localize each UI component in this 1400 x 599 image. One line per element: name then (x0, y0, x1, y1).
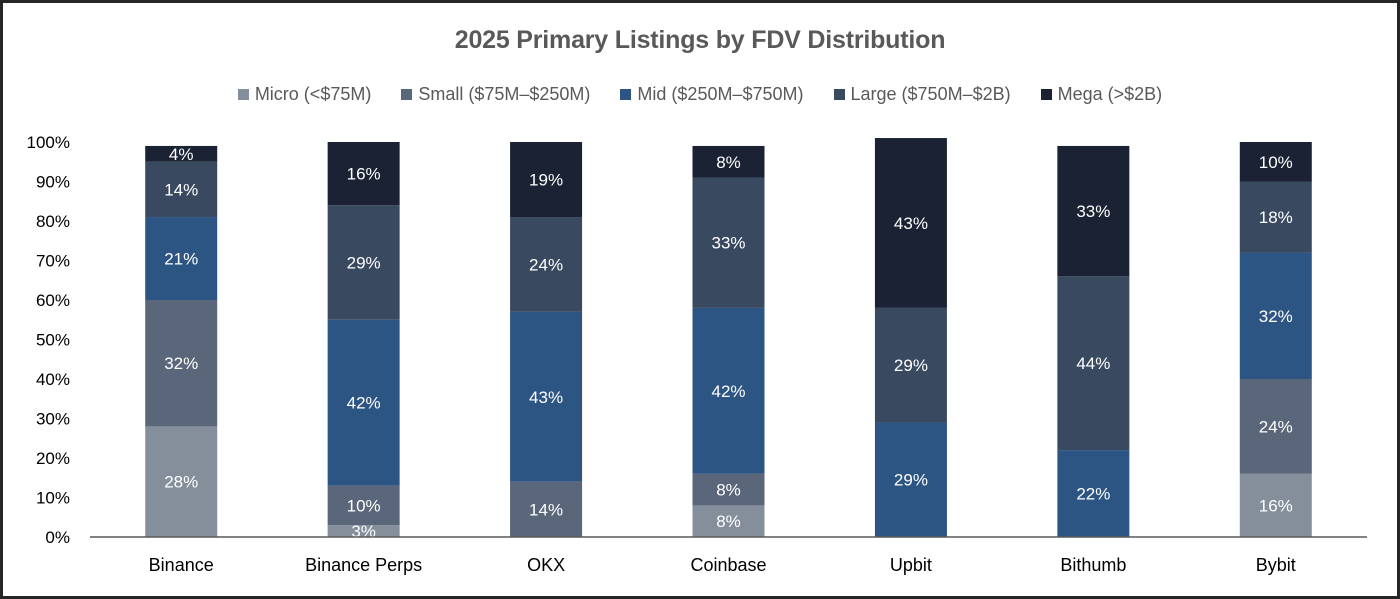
bar-segment (1239, 473, 1312, 537)
legend-swatch-mega (1040, 89, 1052, 100)
data-label: 44% (1076, 354, 1110, 373)
data-label: 42% (711, 382, 745, 401)
data-label: 16% (347, 165, 381, 184)
data-label: 32% (164, 354, 198, 373)
x-tick-label: Bithumb (1060, 555, 1126, 575)
data-label: 24% (529, 255, 563, 274)
data-label: 28% (164, 473, 198, 492)
data-label: 16% (1259, 496, 1293, 515)
data-label: 42% (347, 394, 381, 413)
legend-label-mega: Mega (>$2B) (1057, 84, 1163, 104)
bar-segment (692, 505, 765, 537)
bar-segment (145, 300, 218, 427)
bar-segment (1239, 252, 1312, 379)
data-label: 43% (529, 388, 563, 407)
legend-label-mid: Mid ($250M–$750M) (637, 84, 804, 104)
bar-segment (1057, 450, 1130, 537)
legend-swatch-micro (237, 89, 249, 100)
data-label: 8% (716, 481, 741, 500)
y-tick-label: 70% (36, 252, 70, 271)
data-label: 24% (1259, 417, 1293, 436)
bar-segment (1239, 379, 1312, 474)
bar-segment (1239, 181, 1312, 253)
chart-title: 2025 Primary Listings by FDV Distributio… (454, 26, 946, 54)
bar-segment (1239, 142, 1312, 182)
bar-segment (874, 307, 947, 423)
bar-segment (692, 473, 765, 506)
bar-segment (327, 205, 400, 320)
legend-item-mega: Mega (>$2B) (1040, 84, 1163, 105)
bar-segment (692, 307, 765, 474)
data-label: 29% (894, 356, 928, 375)
y-tick-label: 40% (36, 370, 70, 389)
legend: Micro (<$75M) Small ($75M–$250M) Mid ($2… (0, 84, 1400, 105)
bar-segment (327, 485, 400, 526)
bar-segment (510, 217, 583, 312)
legend-item-micro: Micro (<$75M) (237, 84, 372, 105)
data-label: 8% (716, 153, 741, 172)
bar-segment (874, 422, 947, 537)
bar-segment (327, 525, 400, 537)
data-label: 4% (169, 145, 194, 164)
legend-swatch-large (833, 89, 845, 100)
x-tick-label: Binance Perps (305, 555, 422, 575)
y-tick-label: 50% (36, 331, 70, 350)
y-tick-label: 90% (36, 173, 70, 192)
y-tick-label: 30% (36, 410, 70, 429)
legend-item-mid: Mid ($250M–$750M) (620, 84, 804, 105)
data-label: 8% (716, 512, 741, 531)
y-tick-label: 60% (36, 291, 70, 310)
data-label: 33% (1076, 202, 1110, 221)
data-label: 33% (711, 234, 745, 253)
bar-segment (692, 145, 765, 178)
data-label: 29% (894, 471, 928, 490)
data-label: 14% (164, 180, 198, 199)
bar-segment (145, 161, 218, 218)
x-tick-label: Coinbase (690, 555, 766, 575)
y-tick-label: 20% (36, 449, 70, 468)
legend-swatch-small (401, 89, 413, 100)
legend-item-small: Small ($75M–$250M) (401, 84, 590, 105)
legend-item-large: Large ($750M–$2B) (833, 84, 1011, 105)
y-tick-label: 0% (45, 528, 70, 547)
data-label: 19% (529, 171, 563, 190)
data-label: 43% (894, 214, 928, 233)
data-label: 22% (1076, 485, 1110, 504)
data-label: 14% (529, 500, 563, 519)
legend-label-small: Small ($75M–$250M) (418, 84, 591, 104)
x-tick-label: Binance (149, 555, 214, 575)
data-label: 18% (1259, 208, 1293, 227)
bar-segment (1057, 145, 1130, 277)
bar-segment (1057, 276, 1130, 451)
bar-segment (692, 177, 765, 308)
data-label: 10% (1259, 153, 1293, 172)
y-tick-label: 80% (36, 212, 70, 231)
x-tick-label: OKX (527, 555, 565, 575)
x-tick-label: Bybit (1256, 555, 1296, 575)
data-label: 10% (347, 496, 381, 515)
y-tick-label: 10% (36, 489, 70, 508)
x-tick-label: Upbit (890, 555, 932, 575)
legend-label-large: Large ($750M–$2B) (850, 84, 1011, 104)
bar-segment (874, 138, 947, 308)
data-label: 32% (1259, 307, 1293, 326)
bar-segment (145, 426, 218, 537)
legend-label-micro: Micro (<$75M) (254, 84, 372, 104)
data-label: 21% (164, 250, 198, 269)
bar-segment (145, 145, 218, 162)
data-label: 29% (347, 253, 381, 272)
bar-segment (510, 142, 583, 218)
bar-segment (327, 319, 400, 486)
bar-segment (510, 311, 583, 482)
bar-segment (327, 142, 400, 206)
legend-swatch-mid (620, 89, 632, 100)
bar-segment (145, 217, 218, 300)
y-tick-label: 100% (27, 133, 70, 152)
bar-segment (510, 481, 583, 537)
